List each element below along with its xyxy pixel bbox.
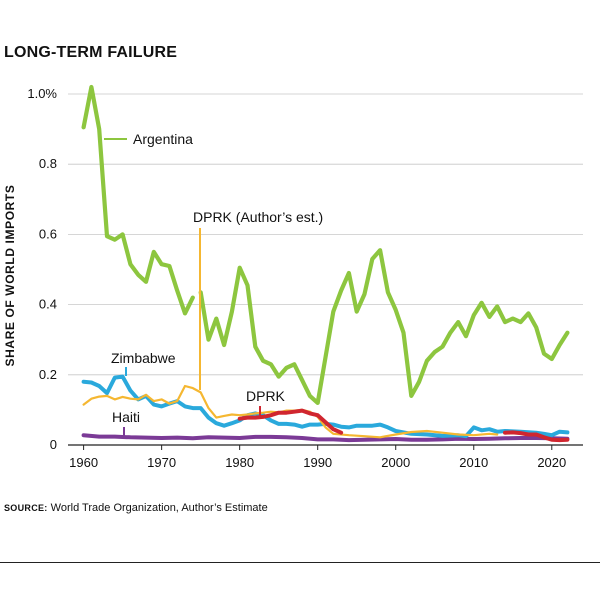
x-tick-label: 1990 (303, 455, 332, 470)
chart-title: LONG-TERM FAILURE (4, 44, 178, 61)
series-line-dprk-segment-2 (503, 430, 570, 443)
x-tick-label: 2020 (537, 455, 566, 470)
x-tick-label: 1970 (147, 455, 176, 470)
y-axis-label: SHARE OF WORLD IMPORTS (3, 185, 17, 367)
source-text: World Trade Organization, Author’s Estim… (50, 502, 268, 514)
y-tick-label: 1.0% (27, 86, 57, 101)
series-line-argentina-segment-2 (198, 248, 570, 405)
y-tick-label: 0.2 (39, 367, 57, 382)
annotation-label-haiti: Haiti (112, 409, 140, 425)
x-tick-label: 1960 (69, 455, 98, 470)
series-line-haiti (81, 433, 570, 443)
x-tick-label: 2010 (459, 455, 488, 470)
source-label: SOURCE: (4, 503, 48, 513)
annotation-label-dprk: DPRK (246, 388, 286, 404)
source-note: SOURCE: World Trade Organization, Author… (4, 502, 268, 514)
annotation-label-dprk-author-s-est: DPRK (Author’s est.) (193, 209, 323, 225)
annotation-label-argentina: Argentina (133, 131, 193, 147)
annotation-label-zimbabwe: Zimbabwe (111, 350, 176, 366)
series-line-argentina (81, 84, 195, 316)
bottom-rule (0, 562, 600, 563)
series-line-dprk (237, 408, 344, 435)
grid-lines (68, 93, 583, 376)
y-tick-label: 0.4 (39, 297, 57, 312)
y-tick-label: 0 (50, 437, 57, 452)
series-line-dprk-author-s-est (82, 384, 499, 439)
annotations: Argentina DPRK (Author’s est.) Zimbabwe DPR… (104, 131, 323, 436)
line-chart: 0 0.2 0.4 0.6 0.8 1.0% 1960 1970 1980 1990 2000 201… (3, 84, 583, 470)
x-tick-label: 2000 (381, 455, 410, 470)
series-lines (81, 84, 570, 443)
y-tick-label: 0.8 (39, 156, 57, 171)
y-tick-label: 0.6 (39, 226, 57, 241)
x-tick-label: 1980 (225, 455, 254, 470)
axes: 0 0.2 0.4 0.6 0.8 1.0% 1960 1970 1980 1990 2000 201… (3, 86, 583, 470)
series-line-zimbabwe (81, 374, 570, 439)
